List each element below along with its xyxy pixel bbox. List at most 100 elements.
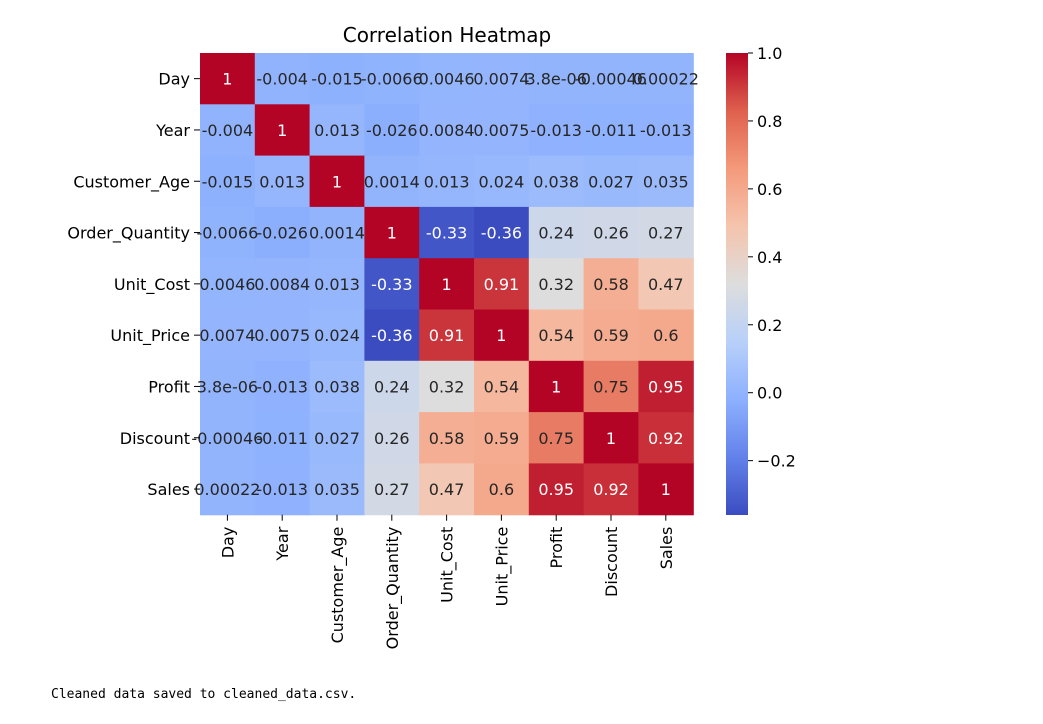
cell-label: 3.8e-06 — [197, 377, 258, 396]
cell-label: 1 — [332, 172, 342, 191]
cell-label: 0.013 — [314, 121, 360, 140]
heatmap-cell — [474, 206, 530, 259]
heatmap-cell — [200, 412, 256, 464]
cell-label: 0.00022 — [194, 480, 260, 499]
row-label: Customer_Age — [73, 172, 190, 192]
heatmap-cell — [474, 53, 530, 105]
heatmap-cell — [364, 104, 420, 157]
cell-label: 0.92 — [648, 429, 684, 448]
colorbar-tick-label: 0.8 — [757, 112, 782, 131]
heatmap-cell — [200, 258, 256, 311]
cell-label: -0.00046 — [191, 429, 263, 448]
heatmap-cell — [638, 258, 694, 311]
cell-label: 0.59 — [593, 326, 629, 345]
column-label: Day — [218, 527, 237, 559]
heatmap-cell — [638, 360, 694, 413]
cell-label: -0.33 — [426, 224, 467, 243]
heatmap-cell — [583, 360, 639, 413]
heatmap-cell — [583, 309, 639, 362]
cell-label: -0.0066 — [197, 224, 259, 243]
heatmap-cell — [583, 463, 639, 516]
cell-label: 1 — [222, 70, 232, 89]
cell-label: -0.026 — [256, 224, 308, 243]
heatmap-cell — [254, 155, 311, 208]
heatmap-cell — [528, 155, 585, 208]
cell-label: 0.58 — [593, 275, 629, 294]
cell-label: 1 — [606, 429, 616, 448]
heatmap-cell — [200, 104, 256, 157]
heatmap-cell — [200, 309, 256, 362]
heatmap-cell — [583, 258, 639, 311]
colorbar-tick-label: 0.4 — [757, 248, 782, 267]
heatmap-cell — [583, 412, 639, 464]
cell-label: 0.75 — [538, 429, 574, 448]
cell-label: 0.0084 — [419, 121, 475, 140]
cell-label: -0.36 — [481, 224, 522, 243]
heatmap-cell — [528, 360, 585, 413]
cell-label: 0.47 — [429, 480, 465, 499]
heatmap-cell — [364, 309, 420, 362]
heatmap-cell — [200, 463, 256, 516]
heatmap-cell — [638, 463, 694, 516]
cell-label: 0.24 — [538, 224, 574, 243]
heatmap-cell — [200, 206, 256, 259]
cell-label: -0.004 — [256, 70, 308, 89]
heatmap-cell — [419, 53, 475, 105]
cell-label: 0.0074 — [199, 326, 255, 345]
heatmap-cell — [528, 206, 585, 259]
cell-label: 0.54 — [484, 377, 520, 396]
heatmap-cell — [254, 360, 311, 413]
column-label: Unit_Price — [492, 527, 512, 607]
cell-label: 0.91 — [484, 275, 520, 294]
cell-label: 0.035 — [314, 480, 360, 499]
cell-label: 0.47 — [648, 275, 684, 294]
heatmap-cell — [200, 53, 256, 105]
heatmap-cell — [364, 258, 420, 311]
cell-label: -0.015 — [311, 70, 363, 89]
cell-label: 0.0074 — [473, 70, 529, 89]
cell-label: 0.038 — [533, 172, 579, 191]
heatmap-cell — [254, 258, 311, 311]
heatmap-cell — [528, 53, 585, 105]
heatmap-cell — [364, 155, 420, 208]
heatmap-cell — [638, 104, 694, 157]
heatmap-cell — [528, 258, 585, 311]
heatmap-cell — [309, 104, 365, 157]
heatmap-cell — [364, 360, 420, 413]
heatmap-cell — [309, 155, 365, 208]
cell-label: -0.013 — [640, 121, 692, 140]
cell-label: -0.013 — [256, 480, 308, 499]
cell-label: 0.0075 — [254, 326, 310, 345]
heatmap-cell — [419, 412, 475, 464]
row-label: Day — [158, 70, 190, 89]
heatmap-cell — [309, 206, 365, 259]
colorbar: 1.0 0.8 0.6 0.4 0.2 0.0 −0.2 — [726, 44, 796, 515]
heatmap-cell — [364, 463, 420, 516]
column-label: Profit — [547, 527, 566, 569]
heatmap-cell — [364, 206, 420, 259]
heatmap-cell — [638, 309, 694, 362]
cell-label: 0.6 — [653, 326, 678, 345]
cell-label: 1 — [387, 224, 397, 243]
row-label: Year — [155, 121, 190, 140]
cell-label: 0.038 — [314, 377, 360, 396]
colorbar-tick-label: 0.6 — [757, 180, 782, 199]
heatmap-cell — [528, 463, 585, 516]
cell-label: 1 — [551, 377, 561, 396]
heatmap-cell — [528, 309, 585, 362]
cell-label: 0.013 — [314, 275, 360, 294]
column-label: Sales — [657, 527, 676, 570]
cell-label: 0.26 — [593, 224, 629, 243]
heatmap-cell — [419, 258, 475, 311]
cell-label: 0.0046 — [419, 70, 475, 89]
cell-label: 0.027 — [314, 429, 360, 448]
heatmap-cell — [309, 258, 365, 311]
cell-label: -0.011 — [585, 121, 637, 140]
cell-label: 0.00022 — [633, 70, 699, 89]
heatmap-cell — [638, 155, 694, 208]
cell-label: -0.004 — [202, 121, 254, 140]
cell-label: 0.32 — [429, 377, 465, 396]
heatmap-cell — [583, 104, 639, 157]
cell-label: -0.013 — [256, 377, 308, 396]
heatmap-cell — [583, 155, 639, 208]
